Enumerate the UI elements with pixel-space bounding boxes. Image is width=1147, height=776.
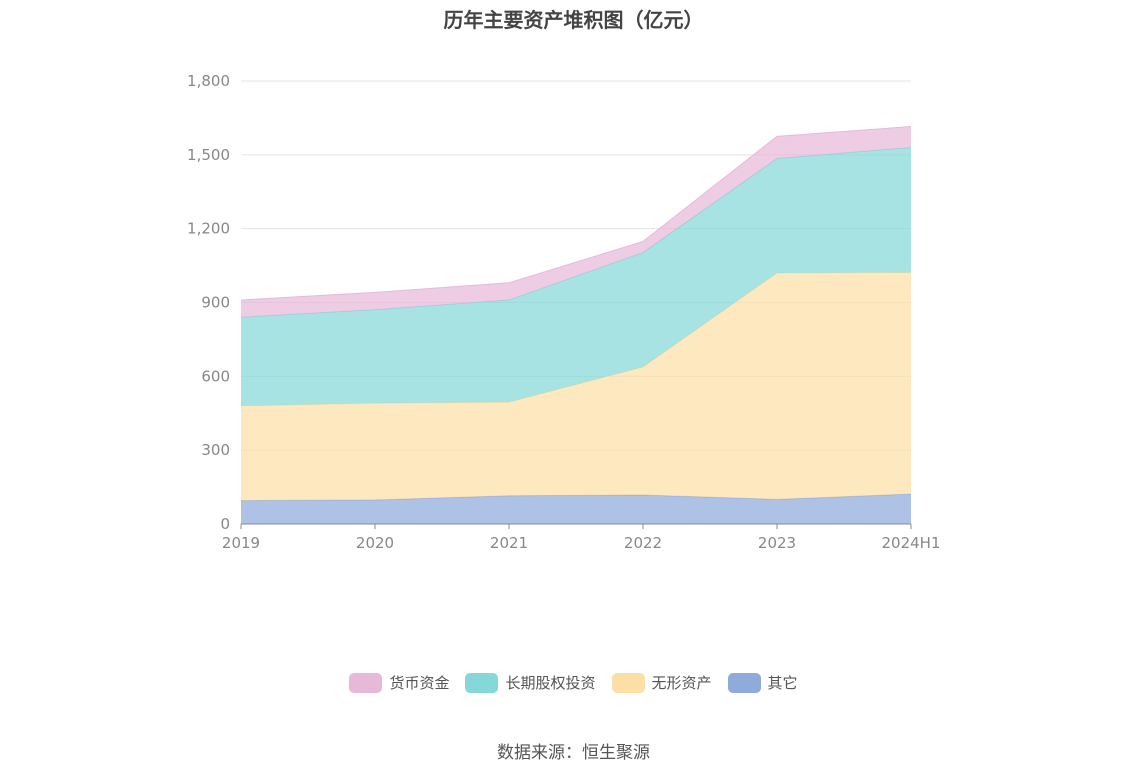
axes: 0 300 600 900 1,200 1,500 1,800 2019 2020 2021 202… (187, 72, 940, 552)
area-series-3[interactable] (241, 126, 911, 318)
area-series-line-3 (240, 126, 912, 301)
x-tick-label: 2023 (758, 534, 796, 552)
y-tick-label: 1,200 (187, 220, 230, 238)
legend-label-intangible-assets: 无形资产 (651, 674, 712, 692)
legend-swatch-equity-investment (465, 672, 499, 693)
legend-label-other: 其它 (767, 674, 798, 692)
y-tick-label: 0 (220, 515, 230, 533)
legend: 货币资金 长期股权投资 无形资产 其它 (0, 672, 1147, 693)
legend-swatch-intangible-assets (611, 672, 645, 693)
legend-item-intangible-assets[interactable]: 无形资产 (611, 672, 712, 693)
y-tick-label: 1,500 (187, 146, 230, 164)
x-tick-label: 2021 (490, 534, 528, 552)
y-tick-label: 600 (201, 367, 230, 385)
legend-label-equity-investment: 长期股权投资 (505, 674, 596, 692)
legend-item-other[interactable]: 其它 (727, 672, 798, 693)
legend-swatch-other (727, 672, 761, 693)
legend-swatch-cash (349, 672, 383, 693)
data-source: 数据来源：恒生聚源 (497, 743, 650, 763)
legend-item-cash[interactable]: 货币资金 (349, 672, 449, 693)
legend-label-cash: 货币资金 (389, 674, 450, 692)
legend-item-equity-investment[interactable]: 长期股权投资 (465, 672, 596, 693)
y-tick-label: 900 (201, 294, 230, 312)
y-tick-label: 300 (201, 441, 230, 459)
x-tick-label: 2019 (222, 534, 260, 552)
x-tick-label: 2020 (356, 534, 394, 552)
x-tick-label: 2022 (624, 534, 662, 552)
area-series-1[interactable] (241, 272, 911, 501)
chart-title: 历年主要资产堆积图（亿元） (443, 8, 704, 32)
x-tick-label: 2024H1 (882, 534, 941, 552)
area-series-0[interactable] (241, 493, 911, 524)
y-tick-label: 1,800 (187, 72, 230, 90)
area-series (240, 126, 912, 524)
